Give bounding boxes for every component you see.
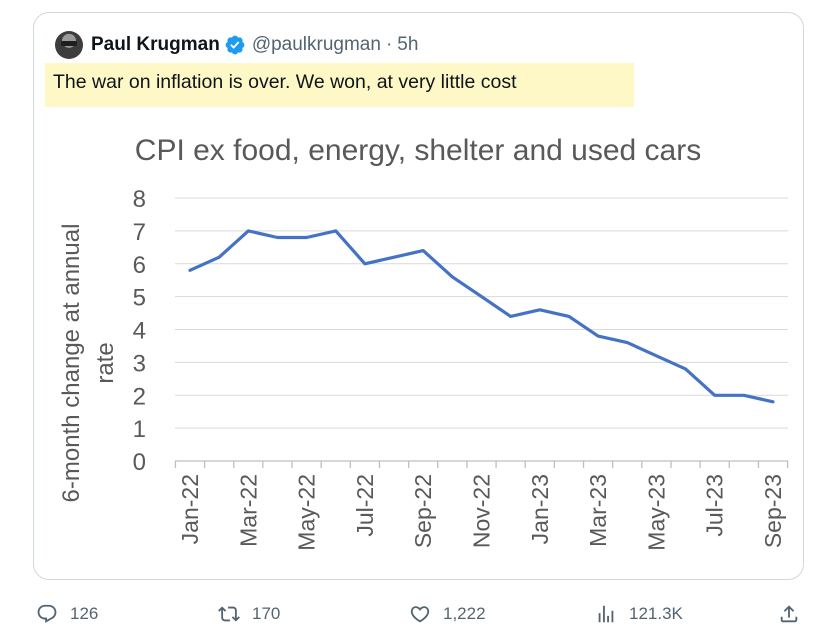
reply-button[interactable]: 126	[36, 594, 98, 634]
x-tick-label: Mar-22	[235, 474, 261, 547]
tweet-card[interactable]: Paul Krugman @paulkrugman · 5h The war o…	[33, 12, 804, 580]
y-tick-label: 6	[133, 252, 146, 279]
gridlines	[175, 197, 788, 429]
x-tick-label: Sep-23	[760, 474, 786, 548]
author-handle[interactable]: @paulkrugman	[251, 34, 381, 55]
x-tick-label: Mar-23	[585, 474, 611, 547]
tweet-text: The war on inflation is over. We won, at…	[45, 63, 634, 107]
repost-button[interactable]: 170	[218, 594, 280, 634]
y-tick-label: 8	[133, 186, 146, 213]
repost-count: 170	[252, 604, 281, 623]
y-tick-label: 2	[133, 383, 146, 410]
y-tick-label: 5	[133, 285, 146, 312]
series-line	[188, 229, 775, 404]
x-tick-labels: Jan-22 Mar-22 May-22 Jul-22 Sep-22 Nov-22 Jan-…	[177, 474, 786, 551]
x-tick-label: Jan-23	[527, 474, 553, 544]
x-tick-label: Jul-23	[702, 474, 728, 537]
like-icon	[410, 606, 430, 623]
x-tick-label: May-23	[643, 474, 669, 551]
x-tick-label: Nov-22	[469, 474, 495, 548]
like-count: 1,222	[443, 604, 486, 623]
share-icon	[780, 605, 798, 623]
x-axis	[174, 460, 789, 468]
reply-count: 126	[70, 604, 99, 623]
y-tick-label: 3	[133, 350, 146, 377]
chart-title: CPI ex food, energy, shelter and used ca…	[135, 134, 701, 167]
x-tick-label: Jul-22	[352, 474, 378, 537]
views-button[interactable]: 121.3K	[595, 594, 683, 634]
cpi-series-line	[188, 229, 775, 404]
view-count: 121.3K	[629, 604, 683, 623]
avatar[interactable]	[55, 31, 83, 59]
y-tick-label: 1	[133, 416, 146, 443]
y-tick-labels: 0 1 2 3 4 5 6 7 8	[133, 186, 146, 476]
views-icon	[598, 605, 614, 623]
y-axis-label: 6-month change at annual rate	[58, 224, 119, 503]
tweet-header: Paul Krugman @paulkrugman · 5h	[55, 30, 418, 60]
y-tick-label: 4	[133, 318, 146, 345]
timestamp[interactable]: 5h	[397, 34, 419, 55]
y-tick-label: 7	[133, 219, 146, 246]
author-name[interactable]: Paul Krugman	[91, 34, 220, 55]
share-button[interactable]	[778, 594, 800, 634]
like-button[interactable]: 1,222	[409, 594, 486, 634]
reply-icon	[37, 604, 57, 623]
x-tick-label: Jan-22	[177, 474, 203, 544]
x-tick-label: May-22	[294, 474, 320, 551]
separator-dot: ·	[385, 34, 393, 55]
verified-badge-icon	[225, 35, 245, 55]
y-tick-label: 0	[133, 449, 146, 476]
y-axis-label-line: rate	[92, 342, 119, 383]
x-tick-label: Sep-22	[410, 474, 436, 548]
y-axis-label-line: 6-month change at annual	[58, 224, 85, 503]
tweet-actions: 126 170 1,222 121.3K	[0, 594, 825, 634]
repost-icon	[218, 606, 240, 622]
